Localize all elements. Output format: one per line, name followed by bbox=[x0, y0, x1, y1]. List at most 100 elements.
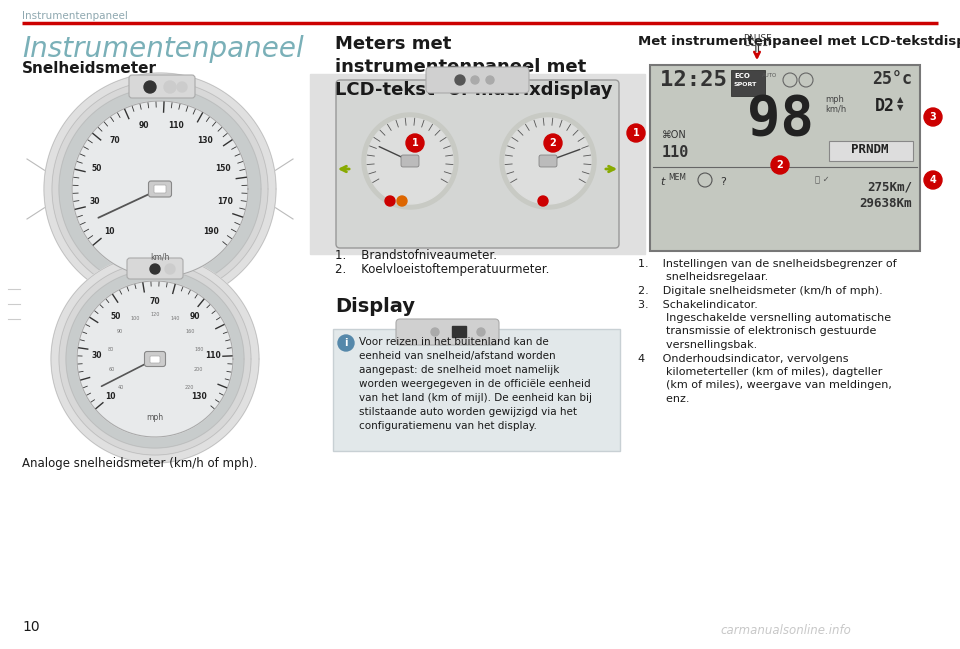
FancyBboxPatch shape bbox=[145, 352, 165, 367]
Circle shape bbox=[538, 196, 548, 206]
Bar bbox=[452, 326, 466, 337]
Circle shape bbox=[150, 264, 160, 274]
Circle shape bbox=[338, 335, 354, 351]
Text: Display: Display bbox=[335, 297, 415, 316]
Text: 70: 70 bbox=[150, 297, 160, 306]
Text: 120: 120 bbox=[151, 312, 159, 317]
Text: ▼: ▼ bbox=[897, 103, 903, 112]
Text: Analoge snelheidsmeter (km/h of mph).: Analoge snelheidsmeter (km/h of mph). bbox=[22, 457, 257, 470]
FancyBboxPatch shape bbox=[829, 141, 913, 161]
Text: 60: 60 bbox=[108, 367, 114, 373]
Text: 98: 98 bbox=[747, 93, 813, 146]
FancyBboxPatch shape bbox=[336, 80, 619, 248]
FancyBboxPatch shape bbox=[150, 356, 160, 363]
Text: 90: 90 bbox=[116, 329, 123, 334]
FancyBboxPatch shape bbox=[650, 65, 920, 251]
Text: ?: ? bbox=[720, 177, 726, 187]
Text: mph: mph bbox=[147, 413, 163, 421]
FancyBboxPatch shape bbox=[396, 319, 499, 345]
Text: 3: 3 bbox=[929, 112, 936, 122]
Text: 140: 140 bbox=[170, 316, 180, 321]
Text: SPORT: SPORT bbox=[734, 82, 757, 87]
Circle shape bbox=[385, 196, 395, 206]
Text: 150: 150 bbox=[215, 164, 230, 173]
Text: 1.    Instellingen van de snelheidsbegrenzer of: 1. Instellingen van de snelheidsbegrenze… bbox=[638, 259, 897, 269]
Text: km/h: km/h bbox=[825, 105, 847, 114]
Text: 190: 190 bbox=[203, 227, 219, 236]
Text: 3.    Schakelindicator.: 3. Schakelindicator. bbox=[638, 299, 757, 310]
Text: II: II bbox=[754, 42, 760, 55]
Text: 130: 130 bbox=[198, 136, 213, 145]
Text: 40: 40 bbox=[117, 386, 124, 391]
Text: ECO: ECO bbox=[734, 73, 750, 79]
Text: transmissie of elektronisch gestuurde: transmissie of elektronisch gestuurde bbox=[638, 326, 876, 336]
Text: 2.    Koelvloeistoftemperatuurmeter.: 2. Koelvloeistoftemperatuurmeter. bbox=[335, 263, 549, 276]
Text: km/h: km/h bbox=[151, 252, 170, 262]
Text: carmanualsonline.info: carmanualsonline.info bbox=[720, 624, 851, 637]
Text: 4     Onderhoudsindicator, vervolgens: 4 Onderhoudsindicator, vervolgens bbox=[638, 354, 849, 363]
Text: PRNDM: PRNDM bbox=[852, 143, 889, 156]
Polygon shape bbox=[52, 81, 268, 297]
Text: 110: 110 bbox=[169, 121, 184, 130]
Text: i: i bbox=[345, 338, 348, 348]
FancyBboxPatch shape bbox=[731, 70, 765, 96]
Text: 10: 10 bbox=[106, 392, 116, 401]
Text: 180: 180 bbox=[194, 347, 204, 352]
Text: 1: 1 bbox=[633, 128, 639, 138]
Text: 275Km/: 275Km/ bbox=[867, 180, 912, 193]
Circle shape bbox=[165, 264, 175, 274]
Circle shape bbox=[924, 108, 942, 126]
Circle shape bbox=[455, 75, 465, 85]
Circle shape bbox=[477, 328, 485, 336]
Polygon shape bbox=[66, 270, 244, 448]
FancyBboxPatch shape bbox=[333, 329, 620, 451]
Text: Met instrumentenpaneel met LCD-tekstdisplay: Met instrumentenpaneel met LCD-tekstdisp… bbox=[638, 35, 960, 48]
FancyBboxPatch shape bbox=[149, 181, 172, 197]
Polygon shape bbox=[77, 281, 233, 437]
Text: 80: 80 bbox=[108, 347, 114, 352]
Text: Ⓐ ✓: Ⓐ ✓ bbox=[815, 175, 829, 184]
Text: PAUSE: PAUSE bbox=[743, 34, 772, 43]
Text: 110: 110 bbox=[662, 145, 689, 160]
FancyBboxPatch shape bbox=[129, 75, 195, 98]
Text: 1.    Brandstofniveaumeter.: 1. Brandstofniveaumeter. bbox=[335, 249, 497, 262]
Circle shape bbox=[924, 171, 942, 189]
FancyBboxPatch shape bbox=[426, 67, 529, 93]
Text: 110: 110 bbox=[205, 351, 221, 360]
Circle shape bbox=[164, 81, 176, 93]
Text: enz.: enz. bbox=[638, 394, 689, 404]
Text: 30: 30 bbox=[90, 197, 101, 206]
Text: ▲: ▲ bbox=[897, 95, 903, 104]
Text: 50: 50 bbox=[110, 312, 120, 321]
Polygon shape bbox=[44, 73, 276, 305]
Text: 70: 70 bbox=[109, 136, 120, 145]
Text: D2: D2 bbox=[875, 97, 895, 115]
FancyBboxPatch shape bbox=[154, 185, 166, 193]
Text: 1: 1 bbox=[412, 138, 419, 148]
Text: Meters met
instrumentenpaneel met
LCD-tekst- of matrixdisplay: Meters met instrumentenpaneel met LCD-te… bbox=[335, 35, 612, 99]
Polygon shape bbox=[51, 255, 259, 463]
Text: 29638Km: 29638Km bbox=[859, 197, 912, 210]
Text: 220: 220 bbox=[184, 386, 194, 391]
Text: snelheidsregelaar.: snelheidsregelaar. bbox=[638, 273, 768, 282]
Text: Instrumentenpaneel: Instrumentenpaneel bbox=[22, 11, 128, 21]
Text: Voor reizen in het buitenland kan de
eenheid van snelheid/afstand worden
aangepa: Voor reizen in het buitenland kan de een… bbox=[359, 337, 592, 431]
Circle shape bbox=[471, 76, 479, 84]
Text: 4: 4 bbox=[929, 175, 936, 185]
Text: 2.    Digitale snelheidsmeter (km/h of mph).: 2. Digitale snelheidsmeter (km/h of mph)… bbox=[638, 286, 883, 296]
FancyBboxPatch shape bbox=[127, 258, 183, 279]
Text: Snelheidsmeter: Snelheidsmeter bbox=[22, 61, 157, 76]
Circle shape bbox=[627, 124, 645, 142]
Text: 12:25: 12:25 bbox=[660, 70, 727, 90]
Circle shape bbox=[544, 134, 562, 152]
Text: 90: 90 bbox=[189, 312, 200, 321]
Circle shape bbox=[486, 76, 494, 84]
Polygon shape bbox=[500, 113, 596, 209]
Text: 50: 50 bbox=[92, 164, 103, 173]
Circle shape bbox=[177, 82, 187, 92]
Polygon shape bbox=[505, 118, 591, 204]
Polygon shape bbox=[72, 101, 248, 277]
Text: versnellingsbak.: versnellingsbak. bbox=[638, 340, 757, 350]
Text: 100: 100 bbox=[131, 316, 140, 321]
Text: 30: 30 bbox=[92, 351, 103, 360]
